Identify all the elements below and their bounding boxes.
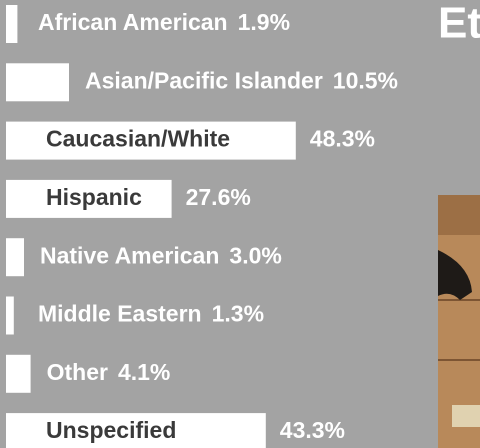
bar bbox=[6, 121, 296, 160]
bar bbox=[6, 5, 18, 43]
bar bbox=[6, 238, 24, 277]
photo-figure bbox=[438, 250, 472, 300]
value-label: 43.3% bbox=[280, 417, 345, 443]
category-label: Hispanic bbox=[46, 184, 142, 210]
category-label: Caucasian/White bbox=[46, 126, 230, 152]
value-label: 27.6% bbox=[186, 184, 251, 210]
bar bbox=[6, 179, 172, 218]
value-label: 1.9% bbox=[238, 9, 290, 35]
value-label: 4.1% bbox=[118, 359, 170, 385]
bar bbox=[6, 63, 69, 102]
value-label: 1.3% bbox=[212, 301, 264, 327]
category-label: African American bbox=[38, 9, 228, 35]
value-label: 3.0% bbox=[229, 242, 281, 268]
category-label: Native American bbox=[40, 242, 219, 268]
value-label: 48.3% bbox=[310, 126, 375, 152]
value-label: 10.5% bbox=[333, 67, 398, 93]
category-label: Unspecified bbox=[46, 417, 176, 443]
chart-title: Et bbox=[438, 0, 480, 48]
photo-panel bbox=[438, 195, 480, 235]
category-label: Middle Eastern bbox=[38, 301, 202, 327]
photo bbox=[438, 195, 480, 448]
photo-box bbox=[452, 405, 480, 427]
category-label: Asian/Pacific Islander bbox=[85, 67, 323, 93]
bar bbox=[6, 354, 31, 393]
bar bbox=[6, 296, 14, 335]
category-label: Other bbox=[47, 359, 108, 385]
bar bbox=[6, 413, 266, 448]
